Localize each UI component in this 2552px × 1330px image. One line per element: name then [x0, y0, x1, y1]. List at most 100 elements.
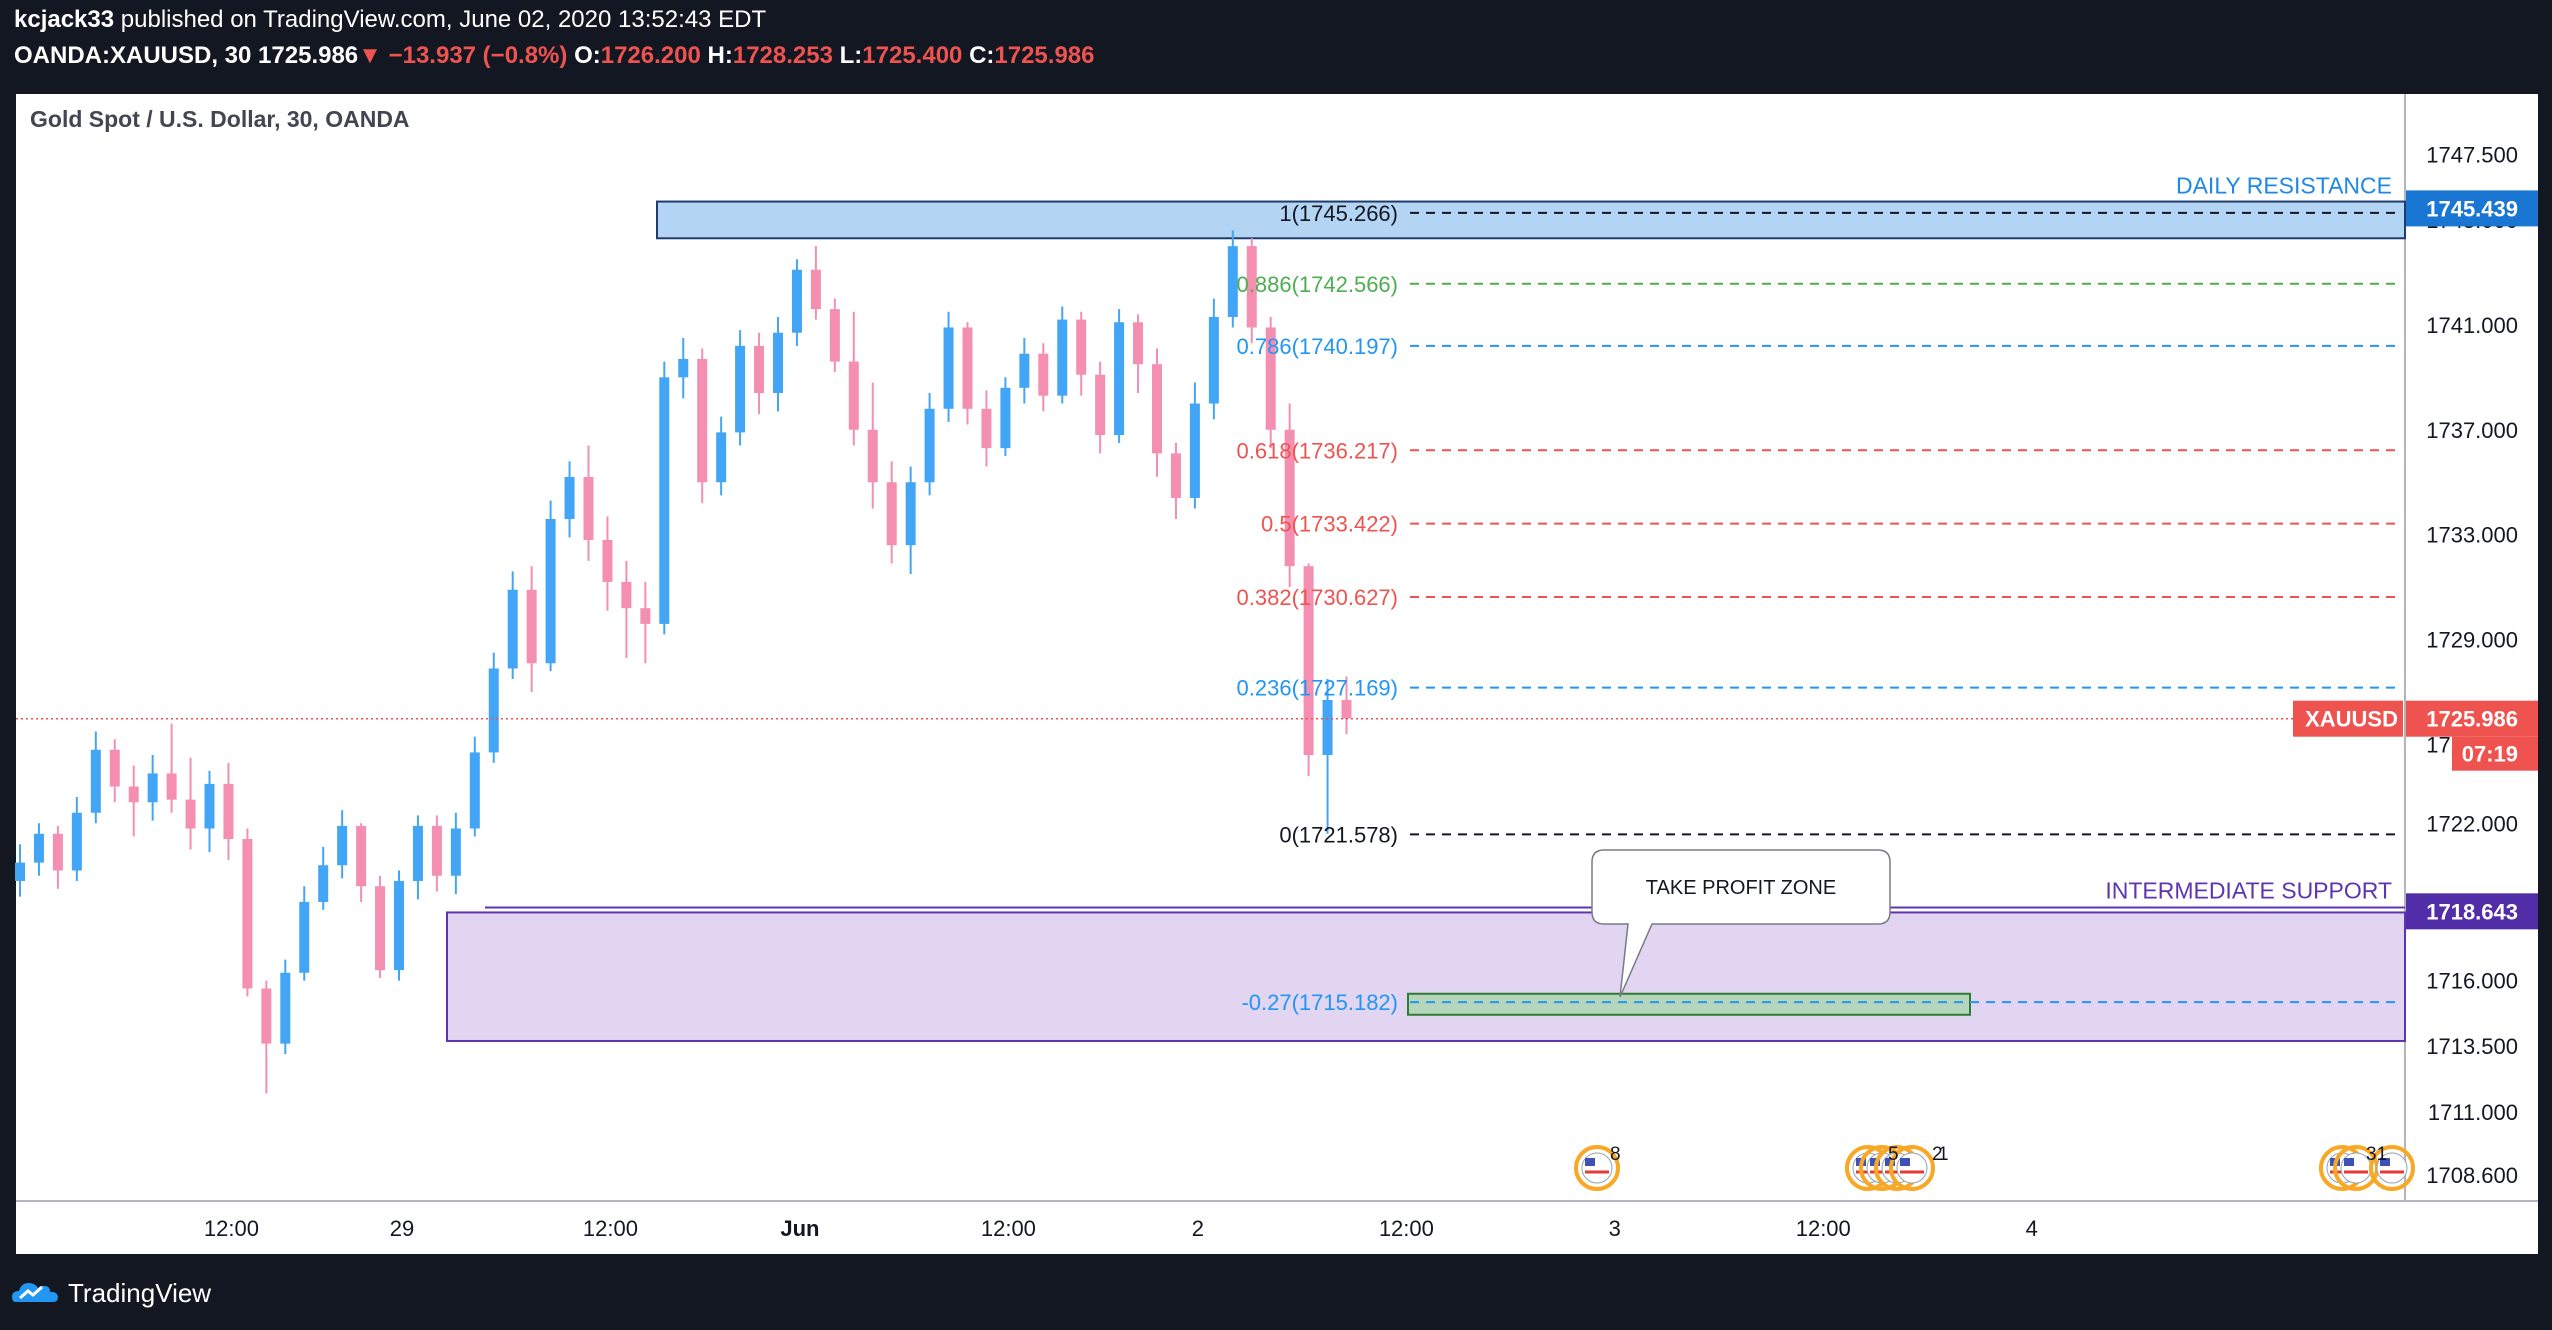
candle-body — [185, 799, 196, 829]
candle-body — [829, 309, 840, 362]
y-tick-label: 1729.000 — [2426, 628, 2518, 653]
candle-body — [773, 332, 783, 394]
candle — [867, 382, 878, 509]
candle-body — [867, 429, 878, 483]
price-chart[interactable]: DAILY RESISTANCE INTERMEDIATE SUPPORT 1(1… — [0, 84, 2552, 1254]
event-flag-canton — [2344, 1158, 2354, 1166]
candle — [1000, 377, 1011, 457]
countdown-value: 07:19 — [2462, 742, 2518, 767]
tradingview-brand[interactable]: TradingView — [68, 1278, 212, 1308]
candle — [299, 886, 310, 981]
take-profit-callout: TAKE PROFIT ZONE — [1591, 849, 1891, 998]
candle — [450, 812, 461, 895]
candle-body — [716, 432, 727, 483]
take-profit-label: TAKE PROFIT ZONE — [1646, 877, 1836, 899]
candle — [469, 736, 480, 837]
footer: TradingView — [0, 1254, 2552, 1330]
candle — [564, 461, 575, 538]
fib-level-label: 1(1745.266) — [1279, 201, 1398, 226]
tradingview-logo-icon[interactable] — [12, 1276, 62, 1306]
candle-body — [147, 773, 158, 803]
author-name[interactable]: kcjack33 — [14, 6, 115, 33]
candle-body — [1019, 353, 1030, 388]
price-axis[interactable] — [2405, 94, 2538, 1204]
candle-body — [886, 482, 897, 546]
symbol-tag-label: XAUUSD — [2305, 707, 2398, 732]
candle — [1019, 337, 1030, 404]
candle — [886, 461, 897, 564]
candle-body — [261, 988, 272, 1044]
candle — [810, 246, 821, 320]
candle — [697, 348, 708, 504]
time-axis[interactable] — [16, 1202, 2538, 1254]
candle-body — [1303, 566, 1314, 756]
candle — [1133, 314, 1144, 394]
candle — [1152, 348, 1162, 477]
candle-body — [242, 838, 253, 989]
candle-body — [337, 825, 348, 866]
y-tick-label: 1737.000 — [2426, 418, 2518, 443]
close-value: 1725.986 — [994, 42, 1095, 69]
fib-level-label: 0.618(1736.217) — [1237, 438, 1398, 463]
candle-body — [375, 886, 386, 971]
candle-body — [697, 358, 708, 483]
candle-body — [1076, 319, 1087, 375]
candle-body — [602, 539, 613, 582]
candle — [1057, 306, 1068, 404]
candle — [943, 311, 954, 422]
current-price-tag — [2406, 700, 2538, 737]
us-flag-event-icon — [1574, 1145, 1620, 1191]
candle — [1076, 311, 1087, 396]
candle — [128, 765, 139, 837]
candle — [1208, 298, 1219, 420]
candle — [1265, 316, 1276, 449]
candle — [678, 337, 689, 399]
resistance-price-tag — [2406, 190, 2538, 227]
symbol[interactable]: OANDA:XAUUSD, 30 — [14, 42, 252, 69]
high-label: H: — [707, 42, 733, 69]
candle-body — [469, 752, 480, 829]
close-label: C: — [969, 42, 995, 69]
fib-level-label: 0.5(1733.422) — [1261, 512, 1398, 537]
candle-body — [33, 833, 44, 863]
candle — [33, 823, 44, 876]
candle — [1095, 361, 1106, 454]
candle-body — [754, 345, 765, 394]
candle — [431, 815, 442, 892]
candle-body — [1227, 246, 1238, 317]
candle — [337, 810, 348, 879]
candle-body — [791, 269, 802, 333]
event-ring — [1574, 1145, 1620, 1191]
x-tick-label: 12:00 — [583, 1216, 638, 1241]
candle-body — [1000, 387, 1011, 449]
chart-title: Gold Spot / U.S. Dollar, 30, OANDA — [30, 106, 410, 132]
candle-body — [659, 377, 670, 624]
us-flag-event-icon — [1889, 1145, 1935, 1191]
y-tick-label: 1711.000 — [2428, 1100, 2518, 1125]
candle-body — [905, 482, 916, 546]
candle-body — [924, 408, 935, 483]
candle — [602, 516, 613, 611]
y-tick-label: 1747.500 — [2426, 142, 2518, 167]
candle-body — [109, 749, 120, 787]
candle-body — [848, 361, 859, 430]
y-tick-label: 1708.600 — [2426, 1163, 2518, 1188]
candle-body — [1057, 319, 1068, 396]
event-count: 1 — [1938, 1144, 1949, 1165]
intermediate-support-zone — [446, 911, 2406, 1042]
x-tick-label: Jun — [780, 1216, 819, 1241]
candle — [147, 755, 158, 821]
candle-body — [1038, 353, 1049, 396]
candle — [356, 823, 367, 902]
candle-body — [1189, 403, 1200, 498]
candle-body — [943, 327, 954, 409]
candle-body — [1284, 429, 1295, 567]
candle-body — [280, 972, 291, 1044]
candle-body — [678, 358, 689, 378]
low-label: L: — [839, 42, 863, 69]
event-count: 8 — [1610, 1144, 1621, 1165]
candle-body — [810, 269, 821, 310]
candle — [185, 757, 196, 850]
candle — [1170, 442, 1181, 519]
candle-body — [356, 825, 367, 887]
